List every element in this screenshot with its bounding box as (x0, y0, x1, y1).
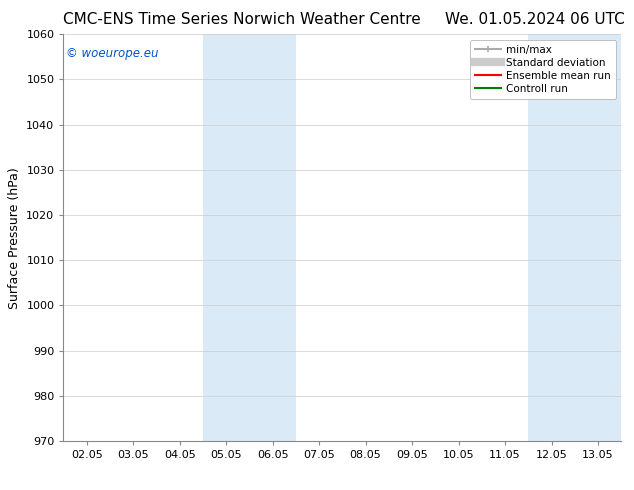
Bar (203, 34, 296, 441)
Text: We. 01.05.2024 06 UTC: We. 01.05.2024 06 UTC (444, 12, 624, 27)
Y-axis label: Surface Pressure (hPa): Surface Pressure (hPa) (8, 167, 21, 309)
Legend: min/max, Standard deviation, Ensemble mean run, Controll run: min/max, Standard deviation, Ensemble me… (470, 40, 616, 99)
Title: CMC-ENS Time Series Norwich Weather Centre      We. 01.05.2024 06 UTC: CMC-ENS Time Series Norwich Weather Cent… (0, 489, 1, 490)
Bar (528, 34, 621, 441)
Text: CMC-ENS Time Series Norwich Weather Centre: CMC-ENS Time Series Norwich Weather Cent… (63, 12, 421, 27)
Text: © woeurope.eu: © woeurope.eu (66, 47, 158, 59)
